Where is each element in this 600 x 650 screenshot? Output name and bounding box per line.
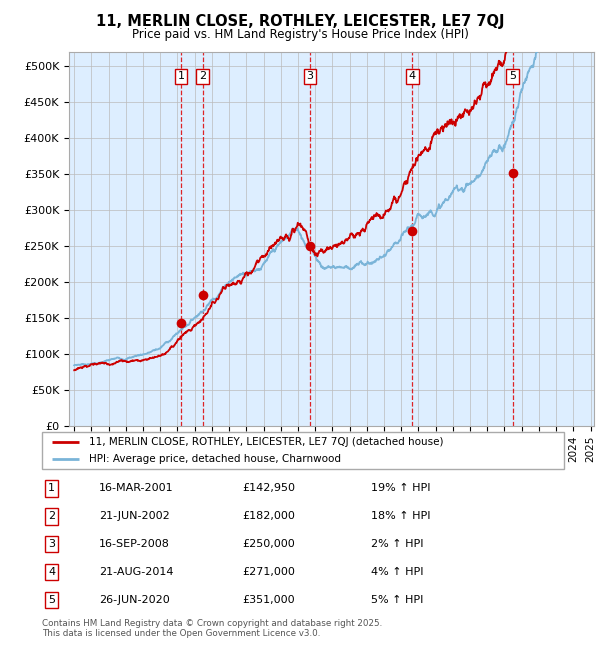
Text: 1: 1 [178, 72, 185, 81]
Text: £250,000: £250,000 [242, 540, 295, 549]
Text: 3: 3 [307, 72, 314, 81]
Text: 2: 2 [48, 512, 55, 521]
Text: 5% ↑ HPI: 5% ↑ HPI [371, 595, 424, 605]
Text: 21-JUN-2002: 21-JUN-2002 [98, 512, 169, 521]
Text: £351,000: £351,000 [242, 595, 295, 605]
Text: 16-SEP-2008: 16-SEP-2008 [98, 540, 170, 549]
Text: 3: 3 [48, 540, 55, 549]
Text: £142,950: £142,950 [242, 484, 295, 493]
Text: 11, MERLIN CLOSE, ROTHLEY, LEICESTER, LE7 7QJ: 11, MERLIN CLOSE, ROTHLEY, LEICESTER, LE… [96, 14, 504, 29]
Text: 4: 4 [48, 567, 55, 577]
Text: 19% ↑ HPI: 19% ↑ HPI [371, 484, 431, 493]
Text: 2: 2 [199, 72, 206, 81]
Text: 26-JUN-2020: 26-JUN-2020 [98, 595, 169, 605]
Text: 4: 4 [409, 72, 416, 81]
Text: 16-MAR-2001: 16-MAR-2001 [98, 484, 173, 493]
Text: 4% ↑ HPI: 4% ↑ HPI [371, 567, 424, 577]
Text: Contains HM Land Registry data © Crown copyright and database right 2025.
This d: Contains HM Land Registry data © Crown c… [42, 619, 382, 638]
Text: £271,000: £271,000 [242, 567, 295, 577]
Text: HPI: Average price, detached house, Charnwood: HPI: Average price, detached house, Char… [89, 454, 341, 465]
Text: 21-AUG-2014: 21-AUG-2014 [98, 567, 173, 577]
Text: £182,000: £182,000 [242, 512, 295, 521]
Text: Price paid vs. HM Land Registry's House Price Index (HPI): Price paid vs. HM Land Registry's House … [131, 28, 469, 41]
Text: 1: 1 [48, 484, 55, 493]
Text: 2% ↑ HPI: 2% ↑ HPI [371, 540, 424, 549]
Text: 18% ↑ HPI: 18% ↑ HPI [371, 512, 431, 521]
Text: 5: 5 [48, 595, 55, 605]
Text: 5: 5 [509, 72, 516, 81]
Text: 11, MERLIN CLOSE, ROTHLEY, LEICESTER, LE7 7QJ (detached house): 11, MERLIN CLOSE, ROTHLEY, LEICESTER, LE… [89, 437, 443, 447]
FancyBboxPatch shape [42, 432, 564, 469]
